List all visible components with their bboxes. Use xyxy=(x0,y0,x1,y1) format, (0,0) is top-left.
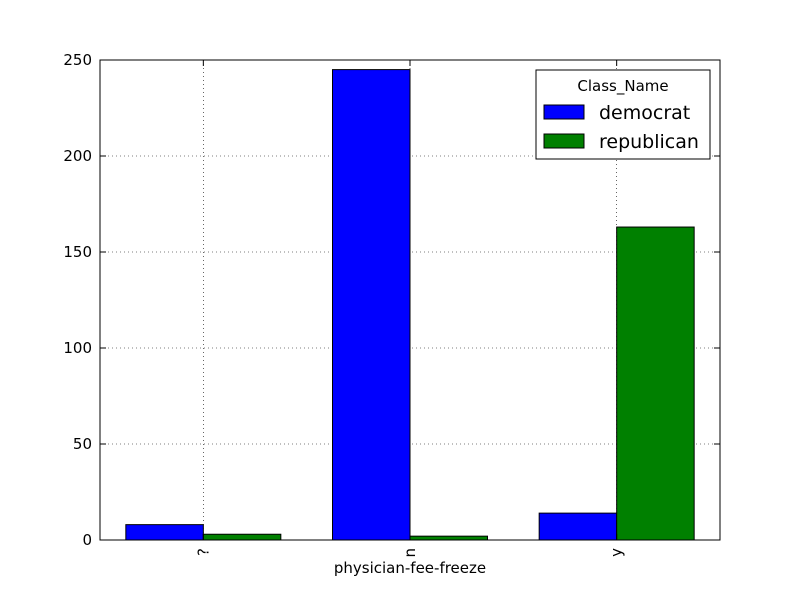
tick-labels: 0 50 100 150 200 250? n y xyxy=(63,51,625,558)
bars xyxy=(125,69,695,541)
legend-label-democrat: democrat xyxy=(599,102,690,124)
y-tick-label: 200 xyxy=(63,147,92,165)
x-tick-label: ? xyxy=(194,548,212,556)
y-tick-label: 100 xyxy=(63,339,92,357)
legend-title: Class_Name xyxy=(577,77,668,96)
bar-democrat xyxy=(125,524,204,541)
y-tick-label: 250 xyxy=(63,51,92,69)
axis-ticks xyxy=(100,59,720,541)
x-tick-label: y xyxy=(608,548,626,557)
bar-democrat xyxy=(538,512,618,541)
legend: Class_Name democrat republican xyxy=(535,69,711,160)
legend-label-republican: republican xyxy=(599,131,699,153)
bar-republican xyxy=(202,533,282,541)
legend-swatch-democrat xyxy=(543,104,585,120)
legend-swatch-republican xyxy=(543,133,585,149)
y-tick-label: 150 xyxy=(63,243,92,261)
bar-republican xyxy=(616,226,695,541)
x-tick-label: n xyxy=(401,548,419,558)
bar-democrat xyxy=(332,69,411,541)
y-tick-label: 0 xyxy=(82,531,92,549)
legend-entries: democrat republican xyxy=(543,102,699,153)
x-axis-title: physician-fee-freeze xyxy=(334,559,486,577)
bar-republican xyxy=(409,535,488,541)
y-tick-label: 50 xyxy=(73,435,92,453)
